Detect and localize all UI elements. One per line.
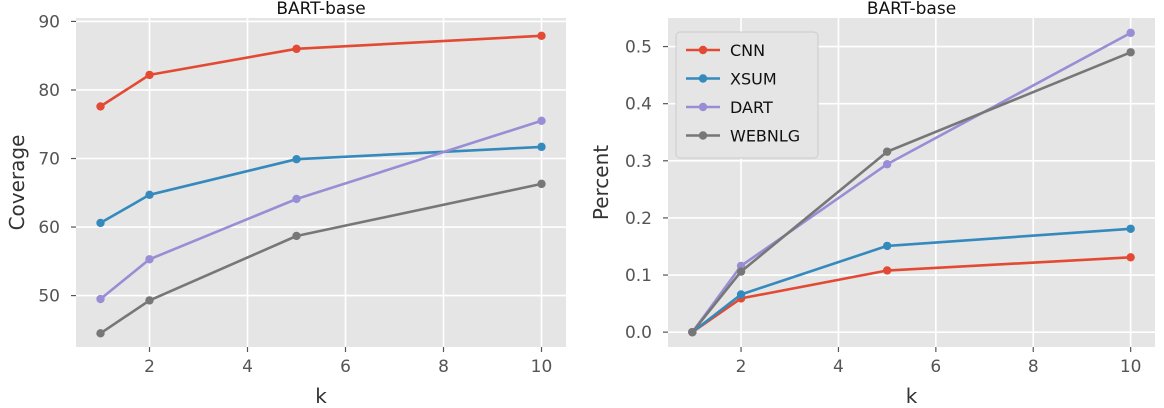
data-point-dart [1126, 28, 1135, 38]
data-point-xsum [145, 190, 154, 200]
data-point-webnlg [736, 267, 746, 276]
data-point-webnlg [96, 329, 105, 338]
data-point-webnlg [1126, 48, 1135, 57]
y-tick-label: 0.3 [625, 152, 652, 172]
series-line-webnlg [691, 51, 1132, 333]
data-point-xsum [1126, 224, 1135, 233]
data-point-dart [96, 294, 105, 304]
y-axis-title: Percent [589, 145, 613, 220]
data-point-cnn [537, 31, 546, 41]
y-axis-title: Coverage [5, 135, 29, 231]
data-point-cnn [96, 102, 105, 111]
chart-title: BART-base [867, 0, 956, 19]
y-tick-label: 60 [38, 218, 60, 238]
data-point-cnn [145, 70, 154, 80]
data-point-dart [882, 160, 892, 169]
series-line-cnn [691, 256, 1131, 334]
data-point-webnlg [882, 147, 892, 156]
y-tick-label: 80 [38, 81, 60, 101]
series-line-xsum [99, 145, 542, 225]
data-point-webnlg [688, 327, 697, 337]
data-point-xsum [292, 154, 301, 164]
legend-swatch-marker [698, 74, 708, 83]
data-point-xsum [736, 290, 746, 299]
data-point-dart [145, 255, 154, 264]
series-line-dart [691, 31, 1132, 333]
data-point-cnn [882, 266, 892, 275]
data-point-xsum [882, 241, 892, 251]
data-point-xsum [96, 218, 105, 228]
coverage-chart-panel: 2 4 6 8 10 50 60 70 80 90 BART-base k Coverage [5, 0, 566, 408]
series-line-xsum [691, 227, 1131, 334]
legend-box [675, 31, 819, 159]
y-tick-label: 70 [38, 150, 60, 170]
x-tick-label: 4 [833, 357, 844, 377]
data-point-cnn [1126, 253, 1135, 262]
data-point-xsum [537, 142, 546, 152]
legend-swatch-marker [698, 45, 708, 55]
data-point-webnlg [292, 231, 301, 241]
data-point-dart [537, 116, 546, 126]
legend-label: DART [730, 98, 773, 117]
series-line-webnlg [99, 182, 542, 335]
x-tick-label: 4 [242, 357, 253, 377]
x-axis-title: k [315, 384, 327, 408]
y-tick-label: 0.5 [625, 38, 652, 58]
x-tick-label: 10 [531, 357, 553, 377]
x-axis-title: k [906, 384, 918, 408]
series-line-cnn [99, 34, 542, 108]
legend-swatch-marker [698, 102, 708, 112]
y-tick-label: 0.2 [625, 209, 652, 229]
y-tick-label: 90 [38, 12, 60, 32]
data-point-dart [292, 194, 301, 204]
x-tick-label: 6 [930, 357, 941, 377]
series-line-dart [99, 119, 542, 301]
x-tick-label: 2 [144, 357, 155, 377]
legend-label: WEBNLG [730, 127, 800, 146]
y-tick-label: 0.0 [625, 323, 652, 343]
x-tick-label: 6 [340, 357, 351, 377]
legend-label: XSUM [730, 70, 777, 89]
x-tick-label: 8 [1028, 357, 1039, 377]
y-tick-label: 0.1 [625, 266, 652, 286]
legend-swatch-marker [698, 131, 708, 140]
y-tick-label: 0.4 [625, 95, 652, 115]
legend-label: CNN [730, 41, 765, 60]
chart-title: BART-base [276, 0, 365, 19]
legend: CNN XSUM DART WEBNLG [675, 31, 819, 159]
data-point-cnn [292, 44, 301, 54]
x-tick-label: 10 [1120, 357, 1142, 377]
y-tick-label: 50 [38, 287, 60, 307]
x-tick-label: 8 [438, 357, 449, 377]
data-point-webnlg [537, 179, 546, 189]
x-tick-label: 2 [736, 357, 747, 377]
percent-chart-panel: 2 4 6 8 10 0.0 0.1 0.2 0.3 0.4 0.5 BART-base k Percen… [589, 0, 1155, 408]
data-point-webnlg [145, 296, 154, 305]
